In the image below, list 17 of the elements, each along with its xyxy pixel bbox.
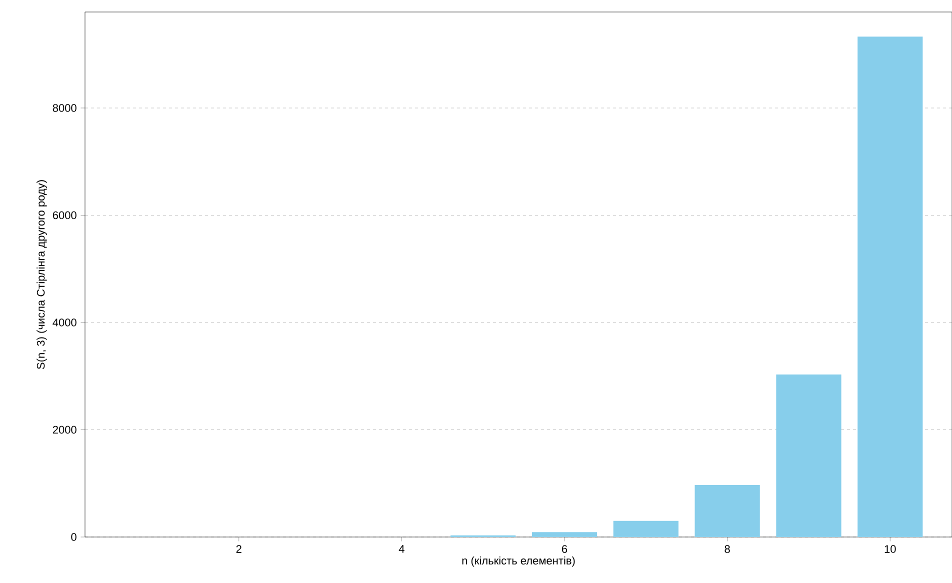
bar (858, 36, 923, 537)
x-tick-label: 6 (562, 545, 568, 553)
bar (694, 484, 760, 537)
x-tick-label: 2 (236, 545, 242, 553)
bar (613, 520, 678, 537)
bar (776, 374, 842, 537)
y-tick-label: 4000 (52, 318, 76, 326)
y-axis-title: S(n, 3) (числа Стірлінга другого роду) (36, 180, 47, 370)
y-tick-label: 6000 (52, 211, 76, 220)
x-axis-title: n (кількість елементів) (462, 556, 575, 567)
bar (532, 532, 598, 537)
y-tick-label: 2000 (52, 426, 76, 434)
x-tick-label: 8 (724, 545, 730, 553)
x-tick-label: 10 (884, 545, 896, 553)
y-tick-label: 8000 (52, 104, 76, 112)
y-tick-label: 0 (71, 533, 76, 541)
x-tick-label: 4 (398, 545, 404, 553)
